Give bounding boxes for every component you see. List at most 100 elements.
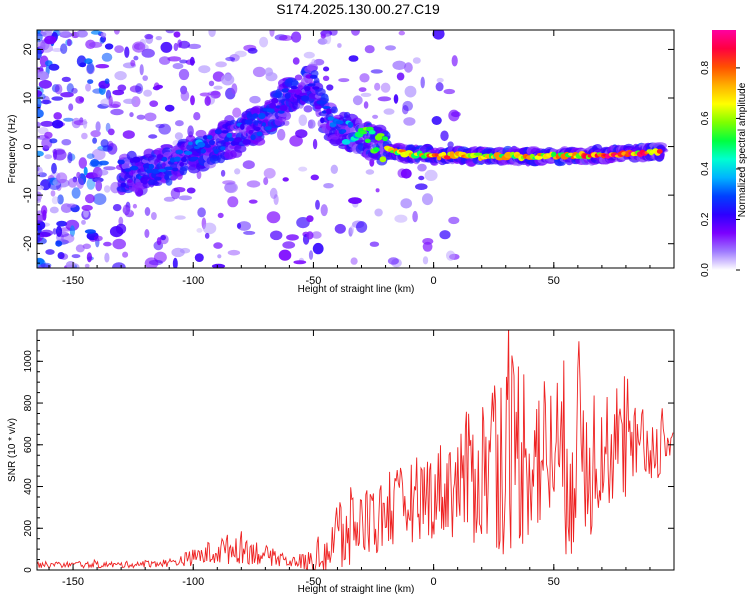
ridge-point	[437, 155, 442, 161]
ridge-point	[184, 151, 193, 155]
noise-blob	[149, 100, 159, 107]
noise-blob	[180, 90, 190, 102]
noise-blob	[263, 177, 269, 186]
noise-blob	[37, 108, 44, 119]
y-tick-label: 10	[22, 92, 34, 104]
noise-blob	[76, 55, 87, 67]
noise-blob	[451, 55, 458, 67]
noise-blob	[334, 223, 346, 234]
ridge-point	[307, 83, 316, 87]
noise-blob	[350, 257, 358, 265]
noise-blob	[76, 178, 85, 189]
noise-blob	[231, 83, 238, 95]
noise-blob	[312, 138, 318, 150]
y-tick-label: 20	[22, 43, 34, 55]
noise-blob	[107, 128, 115, 136]
noise-blob	[167, 56, 182, 62]
noise-blob	[436, 77, 444, 83]
y-tick-label: 0	[22, 144, 34, 150]
noise-blob	[122, 130, 135, 139]
noise-blob	[40, 262, 52, 268]
y-tick-label: 800	[23, 394, 34, 411]
colorbar-ticks: 0.0 0.2 0.4 0.6 0.8	[700, 61, 740, 277]
noise-blob	[60, 43, 68, 54]
noise-blob	[84, 229, 96, 234]
ridge-point	[202, 135, 209, 140]
noise-blob	[160, 41, 173, 53]
ridge-point	[551, 151, 557, 158]
ridge-halo	[330, 106, 338, 114]
noise-blob	[175, 120, 184, 127]
noise-blob	[45, 30, 53, 34]
ridge-point	[304, 86, 311, 92]
noise-blob	[412, 210, 418, 223]
noise-blob	[92, 166, 103, 179]
noise-blob	[415, 183, 428, 190]
noise-blob	[86, 153, 95, 159]
noise-blob	[129, 85, 142, 93]
noise-blob	[295, 129, 308, 139]
noise-blob	[44, 154, 53, 160]
noise-blob	[112, 238, 126, 250]
ridge-point	[309, 74, 318, 79]
ridge-point	[341, 129, 347, 134]
noise-blob	[448, 109, 460, 122]
noise-blob	[55, 225, 63, 237]
noise-blob	[360, 92, 372, 97]
noise-blob	[359, 73, 370, 83]
ridge-point	[656, 148, 663, 154]
noise-blob	[247, 47, 258, 54]
ridge-point	[221, 130, 229, 134]
noise-blob	[440, 130, 449, 142]
noise-blob	[135, 83, 144, 95]
noise-blob	[310, 174, 319, 181]
noise-blob	[71, 187, 81, 199]
noise-blob	[37, 191, 43, 201]
noise-blob	[67, 151, 73, 164]
ridge-point	[277, 110, 285, 114]
noise-blob	[37, 32, 43, 43]
x-tick-label: 0	[431, 275, 437, 287]
noise-blob	[53, 149, 67, 161]
noise-blob	[329, 30, 338, 36]
ridge-point	[233, 137, 243, 143]
spectrogram-x-ticks: -150 -100 -50 0 50	[48, 30, 675, 287]
noise-blob	[58, 30, 70, 36]
noise-blob	[55, 240, 63, 247]
ridge-point	[271, 97, 279, 104]
noise-blob	[187, 43, 202, 50]
ridge-point	[287, 89, 297, 93]
noise-blob	[160, 235, 166, 241]
noise-blob	[144, 207, 151, 216]
noise-blob	[179, 59, 188, 64]
ridge-point	[254, 126, 261, 131]
noise-blob	[324, 33, 332, 45]
noise-blob	[83, 166, 88, 176]
noise-blob	[312, 242, 324, 255]
noise-blob	[402, 105, 409, 115]
noise-blob	[374, 82, 381, 91]
ridge-point	[200, 148, 206, 154]
noise-blob	[37, 98, 42, 109]
noise-blob	[269, 187, 278, 199]
ridge-halo	[234, 144, 247, 153]
noise-blob	[113, 30, 120, 35]
x-tick-label: 50	[548, 275, 560, 287]
noise-blob	[132, 203, 137, 209]
ridge-point	[320, 117, 325, 124]
noise-blob	[160, 144, 173, 150]
snr-marks	[37, 330, 674, 570]
noise-blob	[61, 76, 71, 82]
x-tick-label: -50	[305, 576, 321, 588]
noise-blob	[356, 221, 368, 233]
noise-blob	[330, 164, 338, 174]
noise-blob	[190, 95, 195, 106]
ridge-point	[148, 163, 155, 170]
noise-blob	[71, 254, 81, 259]
noise-blob	[155, 123, 165, 129]
noise-blob	[52, 119, 64, 129]
noise-blob	[323, 66, 330, 72]
noise-blob	[278, 35, 293, 41]
noise-blob	[123, 98, 137, 105]
ridge-point	[341, 139, 351, 145]
